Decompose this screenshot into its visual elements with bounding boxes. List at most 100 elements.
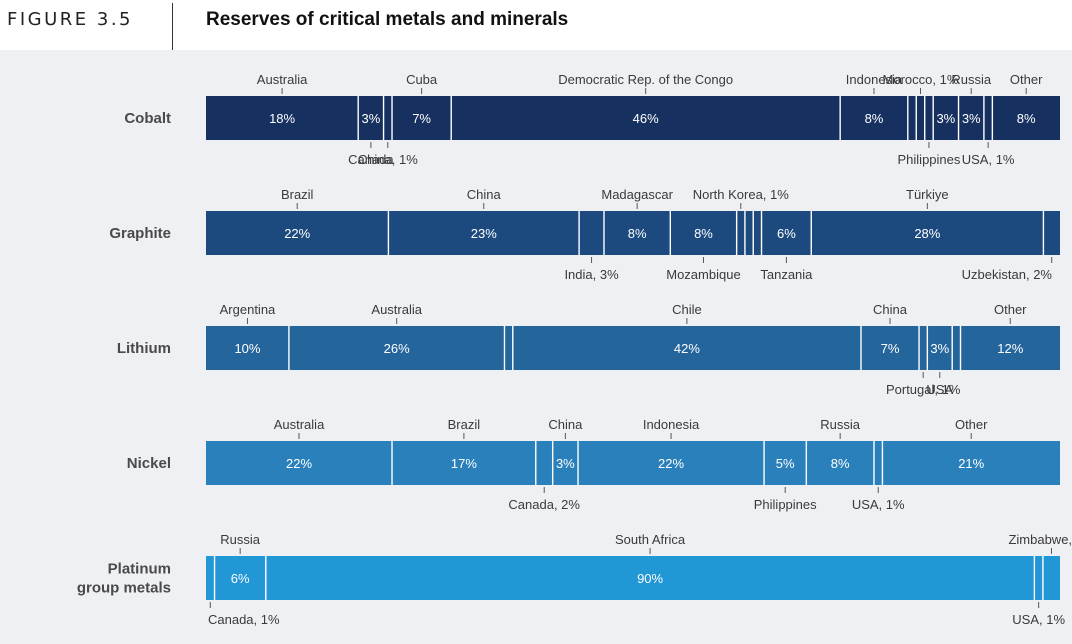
bar-segment-cobalt-other — [992, 96, 1060, 140]
segment-label-graphite-mozambique: Mozambique — [666, 267, 740, 282]
value-label-nickel-brazil: 17% — [451, 456, 477, 471]
bar-segment-platinum-group-metals-south-africa — [265, 556, 1035, 600]
bar-segment-platinum-group-metals-russia — [214, 556, 266, 600]
value-label-graphite-t-rkiye: 28% — [914, 226, 940, 241]
bar-segment-graphite-brazil — [206, 211, 389, 255]
segment-label-lithium-usa: USA — [926, 382, 953, 397]
segment-label-graphite-uzbekistan: Uzbekistan, 2% — [962, 267, 1053, 282]
bar-segment-graphite-uzbekistan — [1043, 211, 1060, 255]
segment-label-nickel-russia: Russia — [820, 417, 861, 432]
bar-segment-graphite-north-korea — [736, 211, 745, 255]
value-label-lithium-usa: 3% — [930, 341, 949, 356]
segment-label-graphite-brazil: Brazil — [281, 187, 314, 202]
segment-label-nickel-indonesia: Indonesia — [643, 417, 700, 432]
bar-segment-lithium-australia — [288, 326, 505, 370]
bar-segment-graphite-t-rkiye — [811, 211, 1044, 255]
value-label-cobalt-australia: 18% — [269, 111, 295, 126]
bar-segment-lithium-china — [861, 326, 920, 370]
bar-segment-graphite-unlabeled-2 — [753, 211, 762, 255]
bar-segment-cobalt-unlabeled-2 — [933, 96, 959, 140]
bar-segment-graphite-unlabeled-1 — [744, 211, 754, 255]
bar-segment-graphite-india — [579, 211, 604, 255]
bar-segment-nickel-other — [882, 441, 1060, 485]
segment-label-nickel-australia: Australia — [274, 417, 325, 432]
segment-label-platinum-group-metals-canada: Canada, 1% — [208, 612, 280, 627]
value-label-lithium-china: 7% — [881, 341, 900, 356]
segment-label-lithium-china: China — [873, 302, 908, 317]
segment-label-cobalt-russia: Russia — [951, 72, 992, 87]
value-label-cobalt-cuba: 7% — [412, 111, 431, 126]
value-label-lithium-argentina: 10% — [234, 341, 260, 356]
segment-label-cobalt-democratic-rep-of-the-congo: Democratic Rep. of the Congo — [558, 72, 733, 87]
bar-segment-lithium-unlabeled-1 — [504, 326, 513, 370]
segment-label-platinum-group-metals-south-africa: South Africa — [615, 532, 686, 547]
segment-label-platinum-group-metals-russia: Russia — [220, 532, 261, 547]
bar-segment-cobalt-morocco — [916, 96, 925, 140]
value-label-nickel-indonesia: 22% — [658, 456, 684, 471]
value-label-graphite-madagascar: 8% — [628, 226, 647, 241]
value-label-platinum-group-metals-russia: 6% — [231, 571, 250, 586]
bar-segment-nickel-philippines — [764, 441, 807, 485]
value-label-cobalt-indonesia: 8% — [865, 111, 884, 126]
value-label-lithium-chile: 42% — [674, 341, 700, 356]
segment-label-nickel-philippines: Philippines — [754, 497, 817, 512]
value-label-graphite-mozambique: 8% — [694, 226, 713, 241]
bar-segment-nickel-usa — [873, 441, 883, 485]
bar-segment-nickel-australia — [206, 441, 393, 485]
segment-label-nickel-china: China — [548, 417, 583, 432]
value-label-graphite-china: 23% — [471, 226, 497, 241]
category-label-nickel: Nickel — [127, 455, 171, 472]
bar-segment-platinum-group-metals-canada — [206, 556, 215, 600]
bar-segment-nickel-china — [552, 441, 579, 485]
bar-segment-nickel-russia — [806, 441, 874, 485]
value-label-nickel-china: 3% — [556, 456, 575, 471]
bar-segment-platinum-group-metals-usa — [1034, 556, 1043, 600]
value-label-cobalt-unlabeled-2: 3% — [936, 111, 955, 126]
segment-label-cobalt-china: China, 1% — [358, 152, 418, 167]
bar-segment-cobalt-canada — [358, 96, 384, 140]
segment-label-nickel-canada: Canada, 2% — [508, 497, 580, 512]
bar-segment-lithium-argentina — [206, 326, 289, 370]
segment-label-graphite-india: India, 3% — [564, 267, 619, 282]
figure-label: FIGURE 3.5 — [7, 9, 134, 30]
bar-segment-cobalt-russia — [958, 96, 984, 140]
value-label-cobalt-canada: 3% — [361, 111, 380, 126]
bar-segment-cobalt-philippines — [924, 96, 934, 140]
segment-label-nickel-usa: USA, 1% — [852, 497, 905, 512]
segment-label-graphite-t-rkiye: Türkiye — [906, 187, 949, 202]
segment-label-cobalt-cuba: Cuba — [406, 72, 438, 87]
value-label-nickel-other: 21% — [958, 456, 984, 471]
value-label-graphite-tanzania: 6% — [777, 226, 796, 241]
value-label-nickel-australia: 22% — [286, 456, 312, 471]
bar-segment-cobalt-indonesia — [840, 96, 908, 140]
category-label-cobalt: Cobalt — [124, 110, 171, 127]
value-label-graphite-brazil: 22% — [284, 226, 310, 241]
segment-label-lithium-australia: Australia — [371, 302, 422, 317]
segment-label-cobalt-morocco: Morocco, 1% — [883, 72, 959, 87]
segment-label-nickel-other: Other — [955, 417, 988, 432]
bar-segment-platinum-group-metals-zimbabwe — [1042, 556, 1060, 600]
bar-segment-lithium-chile — [512, 326, 862, 370]
value-label-platinum-group-metals-south-africa: 90% — [637, 571, 663, 586]
segment-label-platinum-group-metals-usa: USA, 1% — [1012, 612, 1065, 627]
bar-segment-nickel-brazil — [392, 441, 536, 485]
category-label-platinum-group-metals: Platinum group metals — [77, 561, 171, 597]
figure-title: Reserves of critical metals and minerals — [206, 9, 569, 30]
value-label-cobalt-russia: 3% — [962, 111, 981, 126]
bar-segment-cobalt-china — [383, 96, 393, 140]
value-label-nickel-philippines: 5% — [776, 456, 795, 471]
value-label-cobalt-democratic-rep-of-the-congo: 46% — [633, 111, 659, 126]
bar-segment-graphite-madagascar — [603, 211, 671, 255]
segment-label-lithium-other: Other — [994, 302, 1027, 317]
segment-label-lithium-argentina: Argentina — [220, 302, 276, 317]
segment-label-cobalt-canada: Canada — [348, 152, 394, 167]
segment-label-cobalt-philippines: Philippines — [898, 152, 961, 167]
bar-segment-cobalt-unlabeled-1 — [907, 96, 917, 140]
value-label-nickel-russia: 8% — [831, 456, 850, 471]
bar-segment-lithium-portugal — [919, 326, 928, 370]
bar-segment-cobalt-usa — [983, 96, 993, 140]
value-label-cobalt-other: 8% — [1017, 111, 1036, 126]
bar-segment-graphite-mozambique — [670, 211, 737, 255]
segment-label-graphite-madagascar: Madagascar — [601, 187, 673, 202]
segment-label-cobalt-other: Other — [1010, 72, 1043, 87]
